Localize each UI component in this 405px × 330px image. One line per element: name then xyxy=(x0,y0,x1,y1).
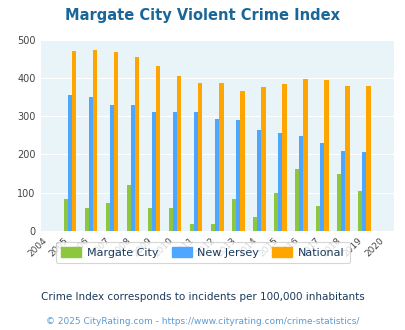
Bar xyxy=(282,84,286,231)
Bar xyxy=(315,206,320,231)
Text: Margate City Violent Crime Index: Margate City Violent Crime Index xyxy=(65,8,340,23)
Bar xyxy=(273,193,277,231)
Bar xyxy=(324,80,328,231)
Bar xyxy=(194,112,198,231)
Bar xyxy=(261,87,265,231)
Bar xyxy=(64,199,68,231)
Text: Crime Index corresponds to incidents per 100,000 inhabitants: Crime Index corresponds to incidents per… xyxy=(41,292,364,302)
Bar xyxy=(294,169,298,231)
Bar xyxy=(298,136,303,231)
Bar xyxy=(151,112,156,231)
Bar xyxy=(210,224,215,231)
Bar xyxy=(303,79,307,231)
Bar xyxy=(89,97,93,231)
Bar xyxy=(177,76,181,231)
Bar xyxy=(252,217,256,231)
Bar xyxy=(219,83,223,231)
Bar xyxy=(68,95,72,231)
Bar xyxy=(366,86,370,231)
Bar xyxy=(361,152,366,231)
Bar xyxy=(126,185,131,231)
Bar xyxy=(198,83,202,231)
Bar xyxy=(341,150,345,231)
Legend: Margate City, New Jersey, National: Margate City, New Jersey, National xyxy=(55,242,350,263)
Bar xyxy=(277,133,282,231)
Bar xyxy=(156,66,160,231)
Bar xyxy=(114,52,118,231)
Bar xyxy=(85,208,89,231)
Bar xyxy=(236,120,240,231)
Bar xyxy=(93,50,97,231)
Bar xyxy=(320,143,324,231)
Bar xyxy=(256,130,261,231)
Bar xyxy=(336,174,341,231)
Bar xyxy=(231,199,236,231)
Bar xyxy=(345,86,349,231)
Bar xyxy=(190,224,194,231)
Bar xyxy=(173,112,177,231)
Bar xyxy=(110,106,114,231)
Bar xyxy=(168,208,173,231)
Bar xyxy=(106,203,110,231)
Bar xyxy=(215,119,219,231)
Bar xyxy=(72,51,76,231)
Bar xyxy=(131,105,135,231)
Bar xyxy=(357,191,361,231)
Bar xyxy=(135,57,139,231)
Bar xyxy=(240,90,244,231)
Text: © 2025 CityRating.com - https://www.cityrating.com/crime-statistics/: © 2025 CityRating.com - https://www.city… xyxy=(46,317,359,326)
Bar xyxy=(147,208,151,231)
